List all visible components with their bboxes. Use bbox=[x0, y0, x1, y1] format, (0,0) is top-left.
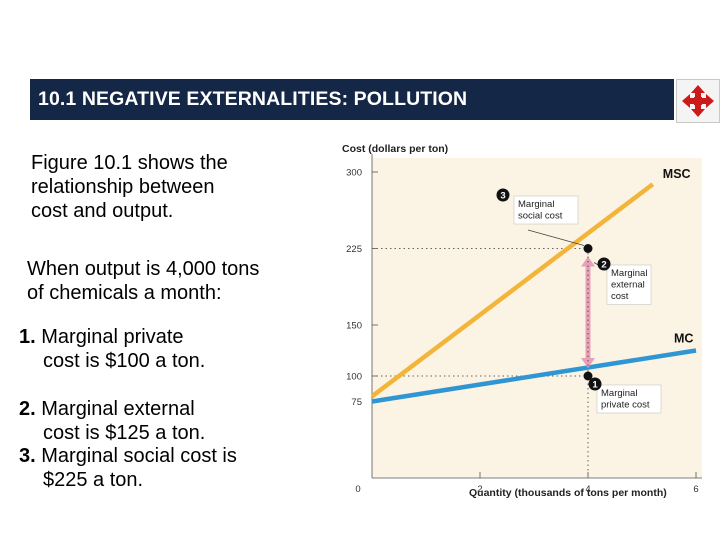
intro-text: Figure 10.1 shows the relationship betwe… bbox=[31, 151, 228, 223]
annotation-leader bbox=[527, 229, 585, 246]
annotation-text: Marginal bbox=[518, 199, 554, 210]
point-text: $225 a ton. bbox=[43, 469, 144, 491]
title-banner: 10.1 NEGATIVE EXTERNALITIES: POLLUTION bbox=[30, 79, 674, 120]
external-cost-arrow-shaft bbox=[585, 264, 591, 360]
highlight-point bbox=[583, 371, 593, 381]
annotation-badge-number: 1 bbox=[592, 380, 598, 391]
external-cost-arrow-head-down bbox=[581, 358, 595, 368]
intro-line: cost and output. bbox=[31, 200, 174, 222]
annotation-badge-number: 3 bbox=[500, 191, 505, 202]
point-1: 1. Marginal private cost is $100 a ton. bbox=[19, 325, 205, 373]
intro-line: relationship between bbox=[31, 176, 215, 198]
condition-line: of chemicals a month: bbox=[27, 282, 222, 304]
y-tick-label: 225 bbox=[346, 244, 362, 255]
x-tick-label: 2 bbox=[477, 484, 482, 495]
point-text: Marginal private bbox=[35, 326, 184, 348]
annotation-text: Marginal bbox=[611, 268, 647, 279]
y-tick-label: 100 bbox=[346, 372, 362, 383]
series-label-msc: MSC bbox=[663, 167, 691, 181]
point-text: cost is $100 a ton. bbox=[43, 350, 206, 372]
annotation-box bbox=[513, 195, 579, 225]
point-number: 1. bbox=[19, 326, 36, 348]
annotation-text: external bbox=[611, 280, 645, 291]
y-tick-label: 300 bbox=[346, 168, 362, 179]
annotation-text: Marginal bbox=[601, 388, 637, 399]
annotation-box bbox=[606, 264, 652, 305]
annotation-text: social cost bbox=[518, 211, 563, 222]
highlight-point bbox=[583, 244, 593, 253]
chart-svg: Cost (dollars per ton) Quantity (thousan… bbox=[342, 143, 702, 499]
intro-line: Figure 10.1 shows the bbox=[31, 152, 228, 174]
x-tick-label: 0 bbox=[355, 484, 360, 495]
y-tick-label: 75 bbox=[351, 397, 362, 408]
condition-line: When output is 4,000 tons bbox=[27, 258, 260, 280]
externality-chart: Cost (dollars per ton) Quantity (thousan… bbox=[322, 132, 720, 516]
slide-title: 10.1 NEGATIVE EXTERNALITIES: POLLUTION bbox=[38, 88, 468, 110]
annotation-badge bbox=[496, 188, 510, 202]
annotation-badge-number: 2 bbox=[601, 260, 606, 271]
series-line-mc bbox=[371, 348, 697, 404]
four-way-arrows-icon bbox=[682, 85, 714, 117]
x-tick-label: 4 bbox=[585, 484, 590, 495]
annotation-box bbox=[596, 384, 662, 414]
series-line-msc bbox=[370, 182, 655, 399]
series-label-mc: MC bbox=[674, 332, 693, 346]
point-3: 3. Marginal social cost is $225 a ton. bbox=[19, 444, 237, 492]
y-axis-label: Cost (dollars per ton) bbox=[342, 143, 448, 155]
point-text: Marginal external bbox=[35, 398, 195, 420]
x-tick-label: 6 bbox=[693, 484, 698, 495]
navigation-button[interactable] bbox=[676, 79, 720, 123]
x-axis-label: Quantity (thousands of tons per month) bbox=[469, 487, 667, 499]
condition-text: When output is 4,000 tons of chemicals a… bbox=[27, 257, 259, 305]
y-tick-label: 150 bbox=[346, 321, 362, 332]
point-text: Marginal social cost is bbox=[35, 445, 237, 467]
annotation-badge bbox=[588, 377, 602, 391]
annotation-badge bbox=[597, 257, 611, 271]
annotation-text: cost bbox=[611, 291, 629, 302]
point-2: 2. Marginal external cost is $125 a ton. bbox=[19, 397, 205, 445]
annotation-text: private cost bbox=[601, 400, 650, 411]
point-text: cost is $125 a ton. bbox=[43, 422, 206, 444]
point-number: 2. bbox=[19, 398, 36, 420]
point-number: 3. bbox=[19, 445, 36, 467]
